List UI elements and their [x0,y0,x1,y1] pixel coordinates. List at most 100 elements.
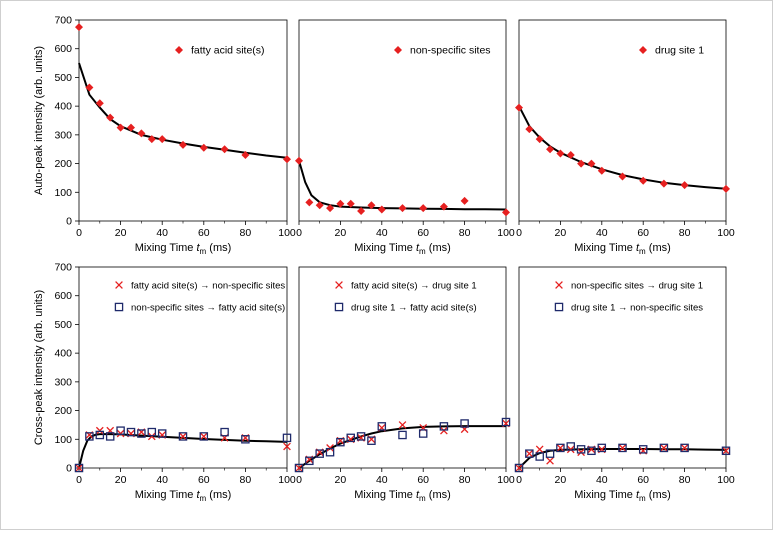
x-tick-label: 0 [76,227,82,239]
y-tick-label: 700 [54,262,72,274]
data-point [147,135,156,144]
data-point [597,443,607,453]
panel-top-right: 0 20 40 60 80 100 Mixing Time tm (ms) drug site… [515,19,735,256]
x-tick-label: 0 [516,474,522,486]
x-tick-label: 60 [637,474,649,486]
data-point [680,443,689,453]
data-point [356,432,366,441]
y-tick-label: 0 [66,463,72,475]
data-point [525,125,534,134]
data-point [419,204,428,213]
data-point [294,463,304,473]
y-tick-label: 700 [54,15,72,27]
data-point [460,196,469,205]
data-point [566,442,576,451]
data-point [220,145,229,154]
x-tick-label: 60 [417,227,429,239]
data-point [501,417,511,427]
data-point [535,452,544,461]
data-point [377,205,386,214]
data-point [199,432,209,441]
legend-marker [175,46,183,54]
data-point [75,464,83,472]
y-tick-label: 300 [54,129,72,141]
x-tick-label: 100 [497,227,515,239]
data-point [305,456,314,466]
y-tick-label: 400 [54,348,72,360]
y-tick-label: 0 [66,216,72,228]
data-point [283,442,291,451]
y-tick-label: 600 [54,290,72,302]
legend-marker [639,46,647,54]
x-axis-label: Mixing Time tm (ms) [574,242,671,256]
data-point [336,437,345,447]
data-point [722,184,730,193]
panel-top-left: 0 20 40 60 80 100 0 100 200 300 400 500 600 700 Auto-p… [33,15,296,257]
data-point [525,449,534,458]
y-tick-label: 100 [54,187,72,199]
x-tick-label: 40 [156,227,168,239]
panel-top-middle: 0 20 40 60 80 100 Mixing Time tm (ms) non-speci… [295,19,515,256]
panel-bottom-left: 0 20 40 60 80 100 0 100 200 300 400 500 600 700 Cross-… [33,262,296,504]
data-point [315,201,324,210]
data-point [577,159,586,168]
data-point [367,201,376,210]
data-point [460,419,469,428]
data-point [525,449,534,458]
panel-bottom-right: 0 20 40 60 80 100 Mixing Time tm (ms) non-speci… [514,266,735,503]
data-point [346,433,355,443]
data-point [556,443,565,453]
x-axis-label: Mixing Time tm (ms) [354,489,451,503]
data-point [502,208,510,217]
x-axis-label: Mixing Time tm (ms) [354,242,451,256]
x-tick-label: 40 [596,227,608,239]
data-point [377,422,387,431]
x-axis-label: Mixing Time tm (ms) [135,242,232,256]
data-point [325,447,335,457]
x-tick-label: 60 [198,227,210,239]
legend-label: fatty acid site(s) → drug site 1 [351,281,477,292]
x-tick-label: 20 [555,227,567,239]
data-point [295,156,303,165]
x-tick-label: 20 [115,474,127,486]
data-point [95,430,105,440]
data-point [618,444,627,452]
data-point [566,445,575,454]
data-point [618,172,627,181]
data-point [199,432,208,441]
plot-frame [518,266,727,469]
plot-frame [298,266,507,469]
legend-marker [394,46,402,54]
data-point [137,429,146,438]
data-point [659,179,668,188]
data-point [305,198,314,207]
x-tick-label: 0 [296,227,302,239]
x-tick-label: 60 [417,474,429,486]
x-tick-label: 0 [516,227,522,239]
data-point [440,426,448,435]
legend-label: drug site 1 → non-specific sites [571,303,703,314]
fit-line [78,433,288,469]
data-point [367,436,376,445]
x-tick-label: 40 [376,474,388,486]
data-point [576,445,586,454]
data-point [556,149,565,158]
y-tick-label: 600 [54,43,72,55]
legend-marker [115,281,123,289]
data-point [659,443,669,453]
data-point [597,166,606,175]
data-point [722,446,730,455]
x-tick-label: 100 [497,474,515,486]
data-point [587,446,596,456]
data-point [577,448,585,457]
data-point [535,445,544,454]
y-axis-label: Auto-peak intensity (arb. units) [33,46,45,195]
data-point [680,181,689,190]
x-tick-label: 100 [278,474,296,486]
x-tick-label: 80 [679,474,691,486]
data-point [514,463,524,473]
x-tick-label: 80 [459,474,471,486]
data-point [116,426,125,435]
data-point [618,443,627,453]
